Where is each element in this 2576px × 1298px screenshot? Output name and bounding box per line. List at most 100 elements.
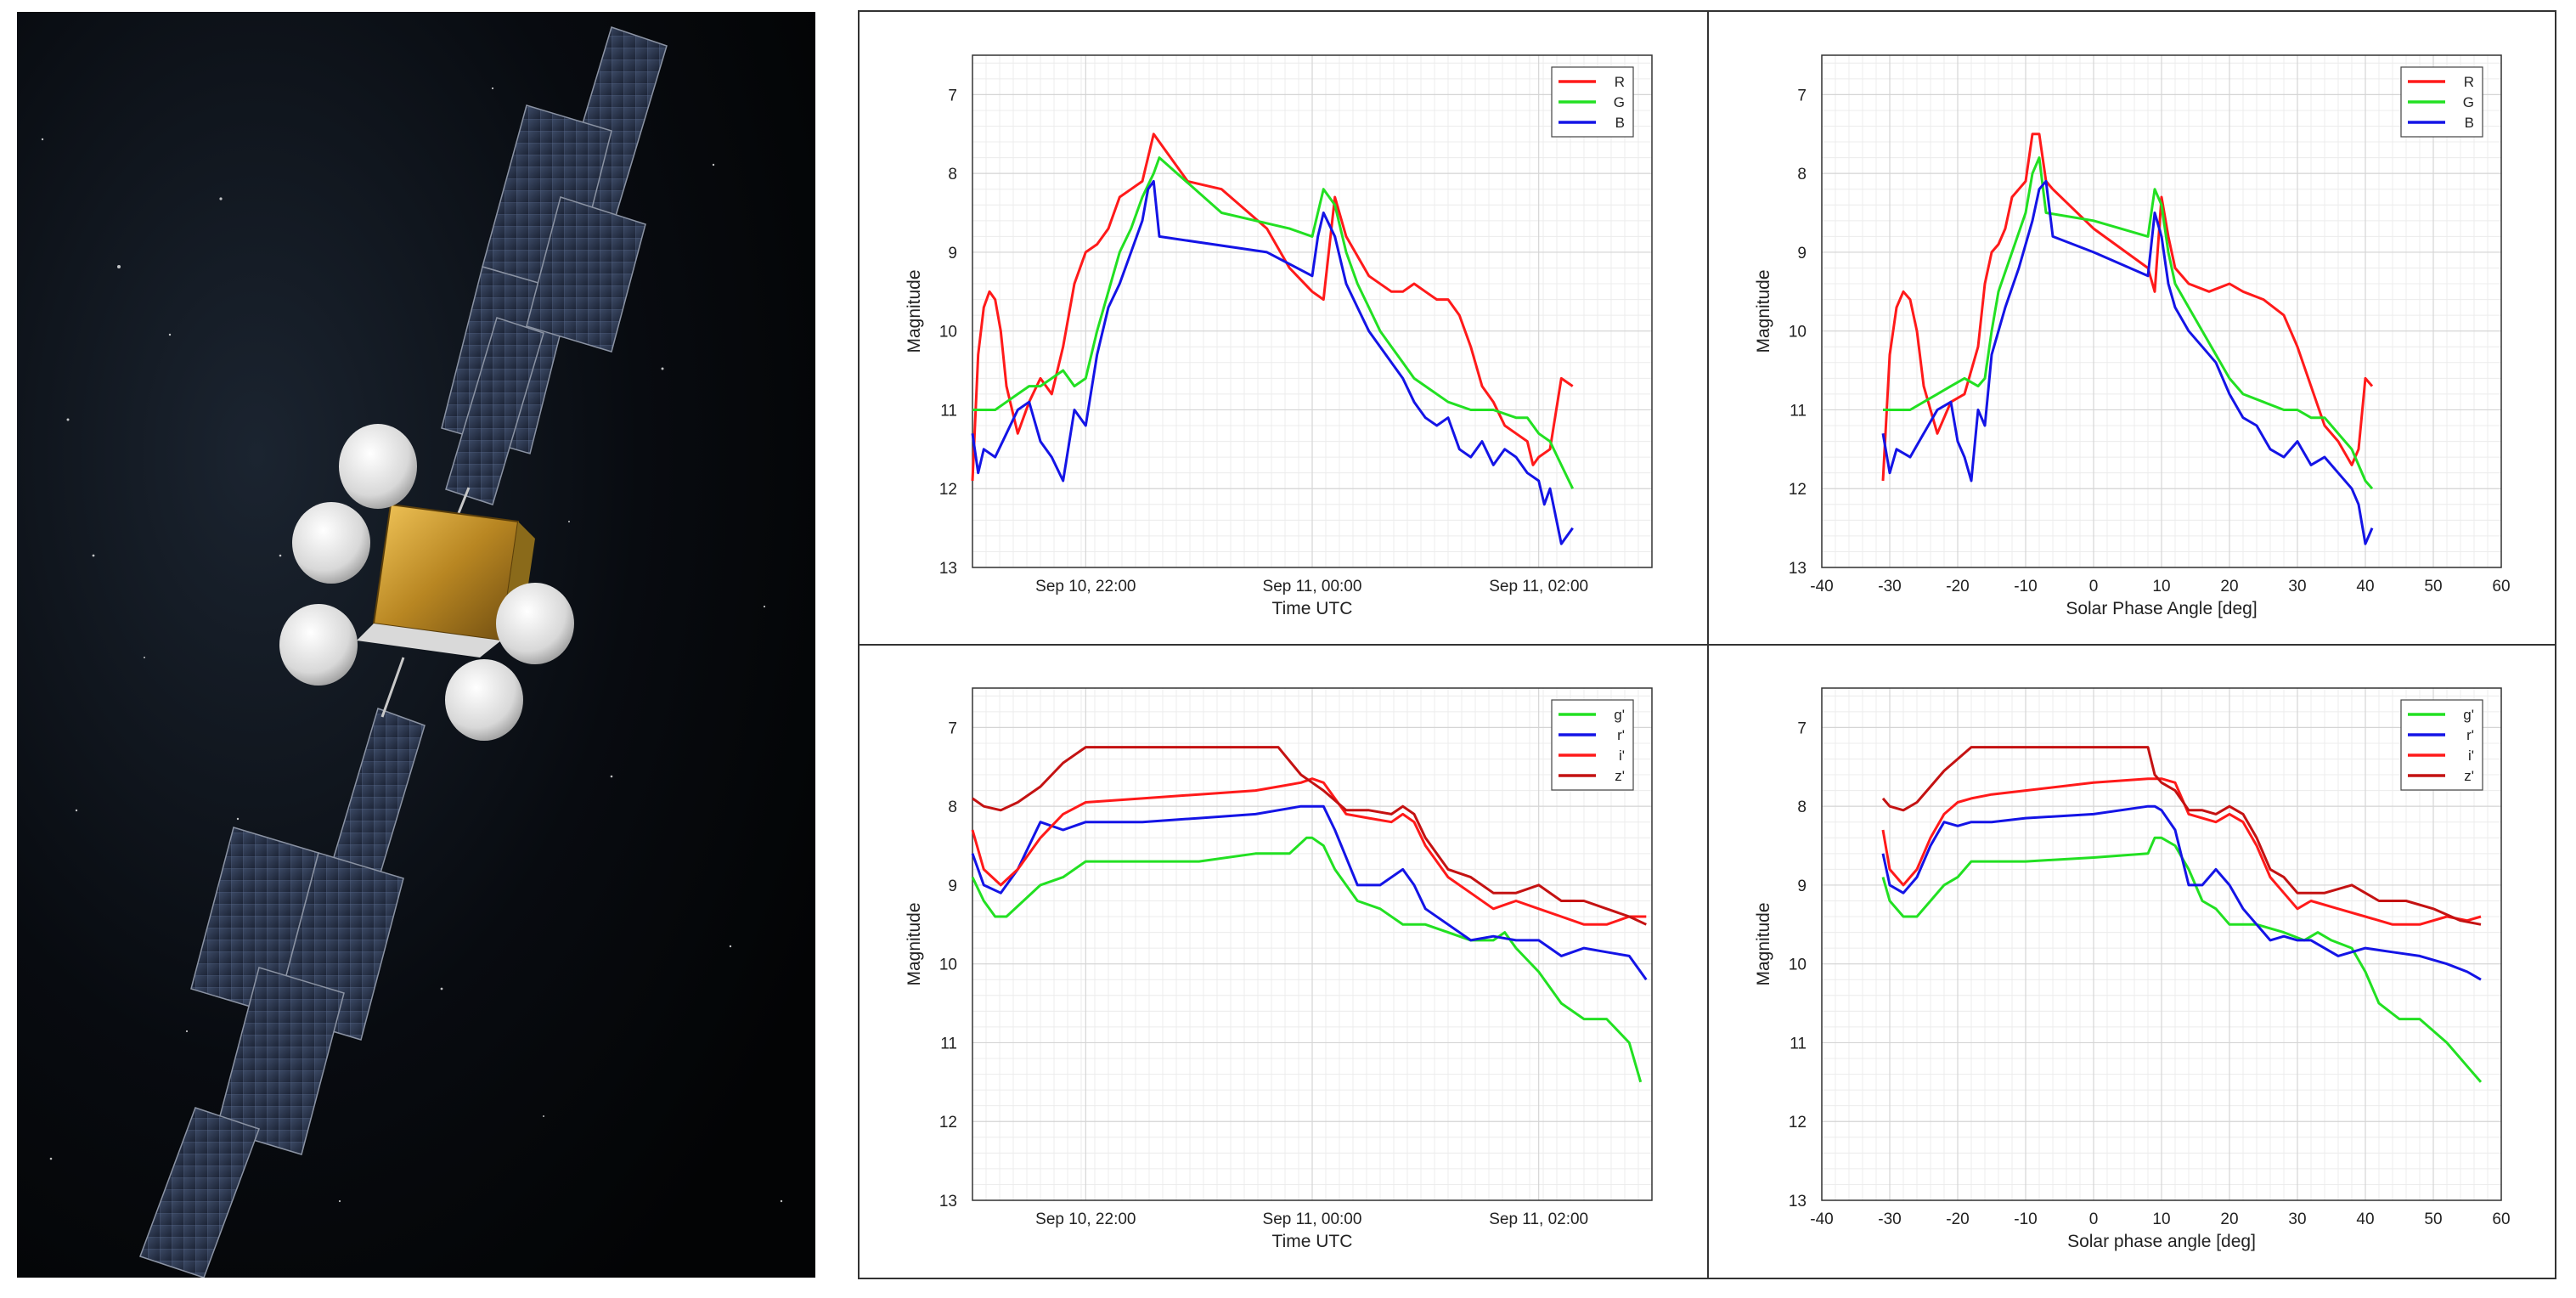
y-tick-label: 10 — [1789, 957, 1807, 974]
legend-label: i' — [2468, 748, 2474, 764]
y-tick-label: 8 — [1797, 166, 1807, 183]
y-tick-label: 8 — [948, 799, 957, 816]
y-axis-label: Magnitude — [905, 902, 924, 985]
x-tick-label: -30 — [1878, 578, 1901, 595]
y-axis-label: Magnitude — [905, 269, 924, 353]
x-tick-label: 10 — [2152, 1211, 2170, 1228]
y-tick-label: 10 — [939, 957, 957, 974]
y-tick-label: 11 — [1790, 1035, 1807, 1053]
legend-label: B — [2465, 115, 2474, 131]
legend-label: z' — [2464, 768, 2474, 784]
x-tick-label: Sep 11, 02:00 — [1489, 1211, 1588, 1228]
axes-box — [1821, 687, 2502, 1201]
y-tick-label: 9 — [948, 245, 957, 262]
series-line-gprime — [971, 836, 1643, 1083]
chart-sdss-vs-phase-angle: 7 8 9 10 11 12 13-40 -30 -20 -10 0 10 20 30 40 50 60 Sola… — [1754, 687, 2511, 1251]
x-tick-label: 10 — [2152, 578, 2170, 595]
y-tick-label: 13 — [939, 1193, 957, 1211]
x-tick-label: -20 — [1946, 578, 1969, 595]
x-tick-label: 30 — [2288, 578, 2306, 595]
series-line-G — [1883, 156, 2374, 490]
legend-label: B — [1615, 115, 1625, 131]
series-line-R — [1881, 133, 2374, 482]
y-tick-label: 10 — [1789, 324, 1807, 341]
x-tick-label: Sep 11, 02:00 — [1489, 578, 1588, 595]
axes-box — [1821, 54, 2502, 568]
x-tick-label: 20 — [2220, 1211, 2238, 1228]
y-tick-label: 11 — [940, 402, 957, 420]
x-axis-label: Time UTC — [1272, 1232, 1353, 1251]
x-tick-label: Sep 10, 22:00 — [1035, 578, 1136, 595]
legend-label: G — [2463, 94, 2474, 110]
legend-label: g' — [2463, 707, 2474, 723]
chart-rgb-vs-phase-angle: 7 8 9 10 11 12 13-40 -30 -20 -10 0 10 20 30 40 50 60 Sola… — [1754, 54, 2511, 618]
y-tick-label: 10 — [939, 324, 957, 341]
y-axis-label: Magnitude — [1754, 269, 1773, 353]
x-tick-label: 40 — [2356, 578, 2374, 595]
y-tick-label: 12 — [1789, 1114, 1807, 1132]
y-tick-label: 11 — [940, 1035, 957, 1053]
y-tick-label: 8 — [948, 166, 957, 183]
series-line-zprime — [972, 746, 1647, 926]
legend-label: R — [1615, 74, 1625, 90]
y-tick-label: 13 — [1789, 560, 1807, 578]
series-line-rprime — [971, 804, 1648, 981]
x-tick-label: Sep 11, 00:00 — [1263, 1211, 1362, 1228]
legend-label: R — [2464, 74, 2474, 90]
y-tick-label: 7 — [1797, 720, 1807, 737]
chart-grid-divider-horizontal — [858, 644, 2556, 646]
series-line-iprime — [1881, 777, 2482, 926]
series-line-G — [972, 156, 1575, 489]
x-tick-label: 0 — [2089, 578, 2099, 595]
axes-box — [972, 687, 1653, 1201]
y-tick-label: 9 — [948, 878, 957, 895]
series-line-zprime — [1881, 746, 2482, 926]
legend-label: g' — [1614, 707, 1625, 723]
x-tick-label: -10 — [2014, 578, 2037, 595]
y-tick-label: 9 — [1797, 878, 1807, 895]
x-tick-label: Sep 10, 22:00 — [1035, 1211, 1136, 1228]
y-tick-label: 13 — [939, 560, 957, 578]
legend-label: i' — [1619, 748, 1625, 764]
y-tick-label: 9 — [1797, 245, 1807, 262]
series-line-rprime — [1881, 804, 2482, 981]
x-tick-label: -10 — [2014, 1211, 2037, 1228]
satellite-illustration — [17, 12, 815, 1278]
y-tick-label: 12 — [1789, 481, 1807, 499]
x-tick-label: 30 — [2288, 1211, 2306, 1228]
legend-label: r' — [1617, 727, 1625, 743]
y-tick-label: 11 — [1790, 402, 1807, 420]
series-line-iprime — [971, 777, 1647, 926]
x-axis-label: Solar phase angle [deg] — [2067, 1232, 2256, 1251]
x-axis-label: Solar Phase Angle [deg] — [2066, 599, 2257, 618]
axes-box — [972, 54, 1653, 568]
x-tick-label: 50 — [2424, 578, 2442, 595]
x-tick-label: 50 — [2424, 1211, 2442, 1228]
legend-label: G — [1614, 94, 1625, 110]
y-tick-label: 13 — [1789, 1193, 1807, 1211]
y-tick-label: 12 — [939, 481, 957, 499]
x-tick-label: 0 — [2089, 1211, 2099, 1228]
y-tick-label: 7 — [948, 87, 957, 104]
x-tick-label: -40 — [1810, 578, 1833, 595]
chart-rgb-vs-time: 7 8 9 10 11 12 13 Sep 10, 22:00 Sep 11, 00:00 Sep… — [905, 54, 1653, 618]
x-tick-label: -40 — [1810, 1211, 1833, 1228]
x-axis-label: Time UTC — [1272, 599, 1353, 618]
y-tick-label: 12 — [939, 1114, 957, 1132]
y-tick-label: 7 — [1797, 87, 1807, 104]
series-line-B — [1881, 179, 2374, 545]
x-tick-label: 60 — [2492, 1211, 2510, 1228]
x-tick-label: 40 — [2356, 1211, 2374, 1228]
x-tick-label: Sep 11, 00:00 — [1263, 578, 1362, 595]
y-tick-label: 7 — [948, 720, 957, 737]
x-tick-label: -20 — [1946, 1211, 1969, 1228]
x-tick-label: 20 — [2220, 578, 2238, 595]
legend-label: z' — [1615, 768, 1625, 784]
x-tick-label: 60 — [2492, 578, 2510, 595]
chart-sdss-vs-time: 7 8 9 10 11 12 13 Sep 10, 22:00 Sep 11, 00:00 Sep… — [905, 687, 1653, 1251]
series-line-B — [971, 179, 1574, 545]
y-axis-label: Magnitude — [1754, 902, 1773, 985]
y-tick-label: 8 — [1797, 799, 1807, 816]
x-tick-label: -30 — [1878, 1211, 1901, 1228]
legend-label: r' — [2466, 727, 2474, 743]
